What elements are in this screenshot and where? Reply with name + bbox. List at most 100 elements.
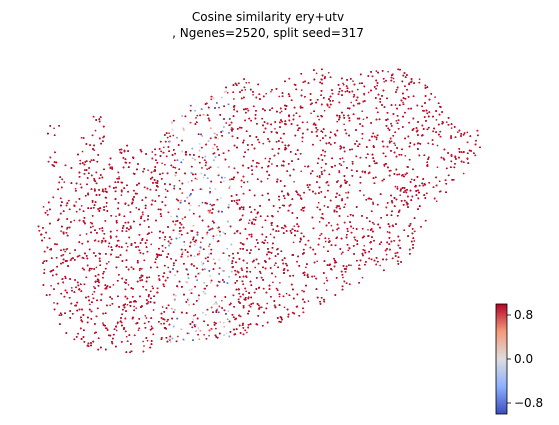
- scatter-point: [266, 177, 269, 180]
- scatter-point: [199, 241, 202, 244]
- scatter-point: [310, 112, 312, 115]
- scatter-point: [178, 236, 181, 239]
- scatter-point: [80, 205, 83, 207]
- scatter-point: [435, 119, 438, 121]
- scatter-point: [224, 176, 226, 179]
- scatter-point: [150, 231, 153, 234]
- scatter-point: [169, 341, 172, 343]
- scatter-point: [413, 240, 416, 242]
- scatter-point: [342, 83, 345, 86]
- scatter-point: [100, 241, 103, 244]
- scatter-point: [63, 181, 66, 183]
- scatter-point: [190, 179, 193, 182]
- scatter-point: [226, 318, 229, 321]
- scatter-point: [395, 120, 398, 122]
- scatter-point: [115, 329, 118, 332]
- scatter-point: [283, 306, 286, 309]
- scatter-point: [247, 222, 250, 224]
- scatter-point: [278, 295, 281, 298]
- scatter-point: [300, 170, 303, 173]
- scatter-point: [343, 123, 345, 126]
- scatter-point: [278, 95, 281, 98]
- scatter-point: [266, 241, 269, 244]
- scatter-point: [246, 180, 249, 183]
- scatter-point: [392, 77, 395, 80]
- scatter-point: [193, 314, 195, 317]
- scatter-point: [212, 237, 215, 240]
- scatter-point: [142, 213, 144, 216]
- scatter-point: [164, 246, 167, 249]
- scatter-point: [215, 327, 217, 330]
- scatter-point: [264, 157, 267, 160]
- scatter-point: [196, 279, 198, 281]
- scatter-point: [194, 177, 197, 180]
- scatter-point: [274, 127, 276, 130]
- scatter-point: [140, 268, 143, 270]
- scatter-point: [143, 345, 145, 347]
- scatter-point: [161, 306, 164, 308]
- scatter-point: [161, 162, 163, 165]
- scatter-point: [200, 261, 203, 263]
- scatter-point: [254, 266, 257, 269]
- scatter-point: [94, 129, 97, 132]
- scatter-point: [435, 200, 438, 203]
- scatter-point: [324, 240, 327, 243]
- scatter-point: [151, 151, 154, 153]
- scatter-point: [277, 210, 279, 213]
- scatter-point: [85, 233, 88, 235]
- scatter-point: [248, 219, 251, 222]
- scatter-point: [182, 158, 185, 161]
- scatter-point: [53, 127, 55, 130]
- scatter-point: [306, 121, 309, 124]
- scatter-point: [301, 289, 303, 292]
- scatter-point: [262, 142, 265, 145]
- scatter-point: [81, 150, 84, 153]
- scatter-point: [340, 253, 343, 255]
- scatter-point: [399, 194, 402, 197]
- scatter-point: [254, 245, 257, 248]
- scatter-point: [345, 191, 347, 194]
- scatter-point: [93, 149, 96, 152]
- scatter-point: [356, 88, 359, 91]
- scatter-point: [350, 264, 352, 267]
- scatter-point: [330, 224, 333, 227]
- scatter-point: [386, 231, 389, 233]
- scatter-point: [313, 275, 316, 278]
- scatter-point: [197, 326, 200, 329]
- scatter-point: [361, 137, 364, 140]
- scatter-point: [361, 276, 364, 279]
- scatter-point: [266, 302, 269, 305]
- scatter-point: [273, 264, 276, 267]
- scatter-point: [167, 266, 170, 269]
- scatter-point: [233, 98, 235, 100]
- scatter-point: [50, 284, 52, 287]
- scatter-point: [342, 276, 344, 279]
- scatter-point: [206, 168, 208, 170]
- scatter-point: [69, 252, 71, 255]
- scatter-point: [147, 169, 149, 172]
- scatter-point: [350, 101, 353, 104]
- scatter-point: [212, 147, 214, 150]
- scatter-point: [352, 80, 354, 82]
- scatter-point: [120, 194, 123, 196]
- scatter-point: [285, 292, 288, 295]
- scatter-point: [327, 71, 330, 74]
- scatter-point: [95, 266, 98, 269]
- scatter-point: [325, 289, 328, 291]
- scatter-point: [112, 284, 115, 286]
- scatter-point: [66, 228, 68, 230]
- scatter-point: [387, 70, 389, 73]
- scatter-point: [163, 238, 166, 241]
- scatter-point: [198, 204, 200, 207]
- scatter-point: [323, 205, 326, 207]
- scatter-point: [102, 322, 104, 324]
- scatter-point: [93, 285, 95, 288]
- scatter-point: [385, 253, 388, 256]
- scatter-point: [363, 194, 365, 196]
- scatter-point: [151, 285, 154, 288]
- scatter-point: [183, 244, 186, 247]
- scatter-point: [244, 88, 247, 91]
- scatter-point: [174, 308, 176, 311]
- scatter-point: [194, 241, 197, 243]
- scatter-point: [280, 110, 283, 113]
